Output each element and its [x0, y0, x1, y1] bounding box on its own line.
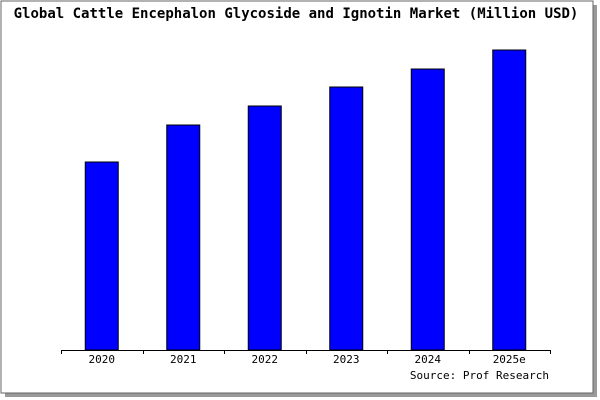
source-note: Source: Prof Research — [410, 369, 549, 382]
x-tick-label: 2024 — [415, 353, 442, 366]
bar — [492, 49, 527, 351]
bar — [410, 68, 445, 351]
bar — [247, 105, 282, 351]
x-tick-label: 2022 — [252, 353, 279, 366]
bar — [329, 86, 364, 351]
x-tick-label: 2023 — [333, 353, 360, 366]
bar — [166, 124, 201, 351]
chart-title: Global Cattle Encephalon Glycoside and I… — [14, 6, 579, 22]
x-tick-label: 2021 — [170, 353, 197, 366]
x-tick-label: 2020 — [89, 353, 116, 366]
bar — [84, 161, 119, 351]
x-tick-label: 2025e — [493, 353, 526, 366]
